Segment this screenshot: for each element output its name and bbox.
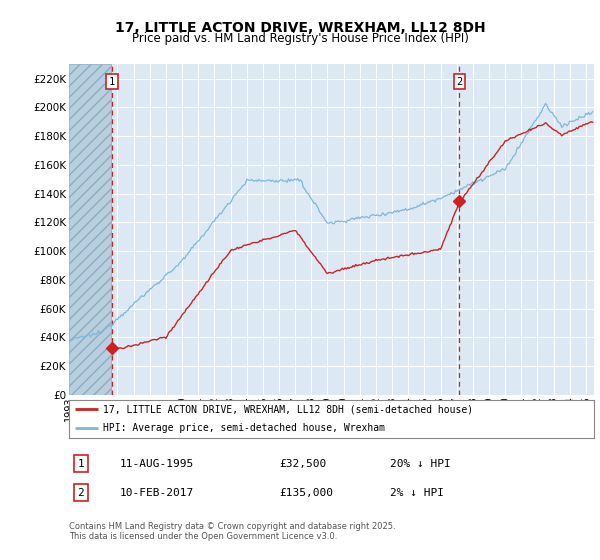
Text: £32,500: £32,500 (279, 459, 326, 469)
Text: 11-AUG-1995: 11-AUG-1995 (120, 459, 194, 469)
Text: Contains HM Land Registry data © Crown copyright and database right 2025.
This d: Contains HM Land Registry data © Crown c… (69, 522, 395, 542)
Text: 2: 2 (77, 488, 85, 498)
Text: 10-FEB-2017: 10-FEB-2017 (120, 488, 194, 498)
Text: 2% ↓ HPI: 2% ↓ HPI (390, 488, 444, 498)
Text: 17, LITTLE ACTON DRIVE, WREXHAM, LL12 8DH (semi-detached house): 17, LITTLE ACTON DRIVE, WREXHAM, LL12 8D… (103, 404, 473, 414)
Text: Price paid vs. HM Land Registry's House Price Index (HPI): Price paid vs. HM Land Registry's House … (131, 32, 469, 45)
Text: 2: 2 (456, 77, 463, 87)
Text: £135,000: £135,000 (279, 488, 333, 498)
Text: 1: 1 (77, 459, 85, 469)
Text: 20% ↓ HPI: 20% ↓ HPI (390, 459, 451, 469)
Text: 1: 1 (109, 77, 115, 87)
Text: 17, LITTLE ACTON DRIVE, WREXHAM, LL12 8DH: 17, LITTLE ACTON DRIVE, WREXHAM, LL12 8D… (115, 21, 485, 35)
Text: HPI: Average price, semi-detached house, Wrexham: HPI: Average price, semi-detached house,… (103, 423, 385, 433)
